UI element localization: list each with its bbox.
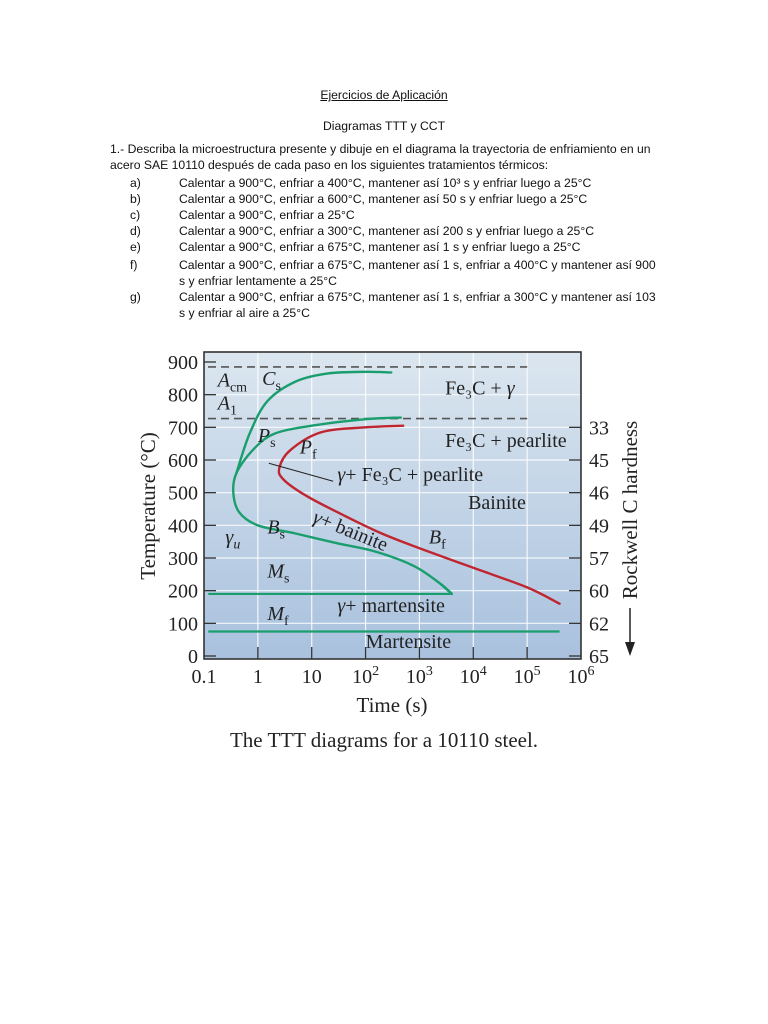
x-tick-label: 106 [568, 664, 595, 688]
y2-tick-label: 60 [589, 581, 609, 603]
item-letter: f) [130, 258, 138, 272]
region-label: A1 [216, 392, 237, 418]
y-tick-label: 800 [168, 385, 198, 407]
item-text: Calentar a 900°C, enfriar a 600°C, mante… [179, 192, 588, 206]
item-text: Calentar a 900°C, enfriar a 400°C, mante… [179, 176, 592, 190]
y-tick-label: 0 [188, 646, 198, 668]
y-tick-label: 500 [168, 483, 198, 505]
y2-tick-label: 49 [589, 515, 609, 537]
plot-frame [203, 351, 582, 660]
region-label: Ms [266, 561, 289, 587]
x-axis-label: Time (s) [357, 693, 428, 717]
y2-tick-label: 46 [589, 483, 609, 505]
item-text: Calentar a 900°C, enfriar a 675°C, mante… [179, 258, 656, 288]
item-letter: e) [130, 240, 141, 254]
x-tick-label: 0.1 [192, 666, 217, 688]
item-text: Calentar a 900°C, enfriar a 675°C, mante… [179, 240, 581, 254]
document-subtitle: Diagramas TTT y CCT [322, 119, 446, 133]
region-label: γu [225, 526, 240, 552]
item-letter: c) [130, 208, 141, 222]
y2-axis-label: Rockwell C hardness [618, 421, 642, 599]
y-axis-label: Temperature (°C) [136, 432, 160, 579]
y-tick-label: 300 [168, 548, 198, 570]
document-title: Ejercicios de Aplicación [320, 88, 448, 102]
region-label: Bainite [468, 492, 526, 514]
figure-caption: The TTT diagrams for a 10110 steel. [229, 728, 539, 752]
x-tick-label: 10 [302, 666, 322, 688]
x-tick-label: 102 [352, 664, 379, 688]
region-label: Mf [266, 603, 289, 629]
region-label: Bs [267, 517, 285, 543]
ttt-diagram: 0 100 200 300 400 500 600 700 800 900 33 45 46 49 57 60… [136, 351, 642, 717]
item-letter: a) [130, 176, 141, 190]
y2-tick-label: 65 [589, 646, 609, 668]
y-tick-label: 900 [168, 352, 198, 374]
region-label: Pf [299, 436, 317, 462]
transformation-curves [231, 370, 561, 605]
axis-ticks: 0 100 200 300 400 500 600 700 800 900 33 45 46 49 57 60… [168, 352, 609, 688]
region-label: Fe₃C + γ [445, 378, 516, 400]
y-tick-label: 400 [168, 515, 198, 537]
y2-tick-label: 33 [589, 417, 609, 439]
y-tick-label: 100 [168, 613, 198, 635]
region-label: Acm [216, 370, 247, 396]
x-tick-label: 104 [460, 664, 487, 688]
item-text: Calentar a 900°C, enfriar a 300°C, mante… [179, 224, 595, 238]
item-text: Calentar a 900°C, enfriar a 675°C, mante… [179, 290, 656, 320]
curve-1 [231, 416, 454, 596]
x-tick-label: 1 [253, 666, 263, 688]
item-text: Calentar a 900°C, enfriar a 25°C [179, 208, 355, 222]
item-letter: b) [130, 192, 141, 206]
y-tick-label: 700 [168, 417, 198, 439]
reference-lines [208, 366, 560, 633]
y-tick-label: 200 [168, 581, 198, 603]
region-label: γ+ martensite [337, 595, 445, 617]
region-label: γ+ Fe₃C + pearlite [337, 464, 483, 486]
x-tick-label: 103 [406, 664, 433, 688]
arrow-down-icon [625, 608, 635, 656]
exercise-prompt: 1.- Describa la microestructura presente… [110, 142, 651, 172]
y2-tick-label: 62 [589, 613, 609, 635]
curve-2 [277, 424, 561, 605]
region-label: Fe₃C + pearlite [445, 430, 567, 452]
region-label: Cs [262, 368, 281, 394]
region-label: Ps [257, 425, 276, 451]
item-letter: g) [130, 290, 141, 304]
region-label: Bf [429, 526, 446, 552]
y-tick-label: 600 [168, 450, 198, 472]
curve-0 [235, 370, 393, 475]
y2-tick-label: 57 [589, 548, 609, 570]
x-tick-label: 105 [514, 664, 541, 688]
region-label: Martensite [366, 631, 452, 653]
y2-tick-label: 45 [589, 450, 609, 472]
item-letter: d) [130, 224, 141, 238]
